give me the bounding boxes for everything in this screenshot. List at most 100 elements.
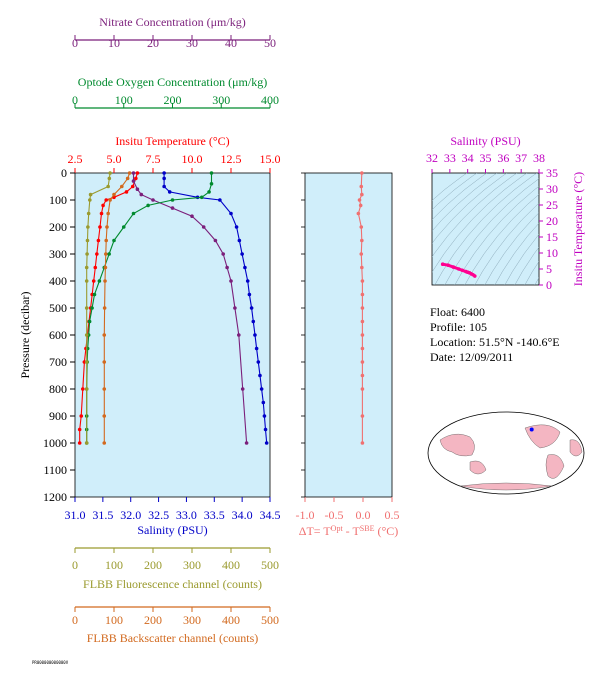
oxygen-point [146, 203, 150, 208]
ts-x-tick-label: 37 [515, 151, 527, 165]
ts-y-tick-label: 5 [546, 262, 552, 276]
delta-point [360, 319, 365, 324]
salinity-point [249, 306, 254, 310]
salinity-tick-label: 32.5 [148, 508, 169, 522]
ts-contour-line [524, 260, 539, 285]
temperature-axis-label: Insitu Temperature (°C) [115, 134, 229, 148]
nitrate-point [139, 192, 144, 197]
delta-point [360, 346, 365, 351]
oxygen-point [170, 198, 175, 202]
nitrate-point [170, 206, 175, 210]
nitrate-point [240, 387, 245, 391]
ts-point [473, 274, 477, 278]
salinity-tick-label: 31.5 [92, 508, 113, 522]
ts-y-tick-label: 15 [546, 230, 558, 244]
oxygen-point [87, 319, 92, 324]
temperature-point [93, 265, 98, 270]
ts-contour-line [534, 276, 539, 285]
ts-y-tick-label: 35 [546, 166, 558, 180]
backscatter-tick-label: 500 [261, 613, 279, 627]
oxygen-point [207, 190, 211, 194]
oxygen-point [121, 225, 126, 229]
salinity-point [218, 198, 222, 202]
fluorescence-tick-label: 300 [183, 558, 201, 572]
delta-point [359, 184, 364, 189]
float-info: Float: 6400 Profile: 105 Location: 51.5°… [430, 305, 560, 365]
salinity-point [243, 265, 247, 270]
delta-point [360, 306, 365, 310]
nitrate-point [135, 187, 140, 191]
backscatter-point [105, 225, 109, 229]
pressure-tick-label: 1200 [43, 490, 67, 504]
backscatter-point [102, 333, 107, 337]
backscatter-tick-label: 0 [72, 613, 78, 627]
main-axes-layer: 2.5 5.0 7.5 10.0 12.5 15.0 Insitu Temperature … [18, 15, 281, 645]
temperature-tick-label: 10.0 [182, 152, 203, 166]
ts-panel-background [431, 172, 540, 286]
delta-point [360, 279, 365, 283]
nitrate-tick-label: 50 [264, 36, 276, 50]
salinity-point [259, 387, 264, 391]
nitrate-tick-label: 30 [186, 36, 198, 50]
delta-axis-label-part: ΔT= T [299, 524, 332, 538]
nitrate-point [233, 306, 237, 310]
ts-layer: 32 33 34 35 36 37 38 Salinity (PSU) 0 5 10 15 20 25 30… [426, 134, 585, 292]
oxygen-point [107, 252, 111, 256]
ts-y-tick-label: 20 [546, 214, 558, 228]
fluorescence-point [85, 252, 89, 256]
delta-point [360, 373, 365, 378]
ts-x-tick-label: 38 [533, 151, 545, 165]
ts-y-tick-label: 0 [546, 278, 552, 292]
fluorescence-series [84, 171, 112, 445]
ts-contour-line [484, 212, 539, 285]
salinity-point [167, 190, 172, 194]
delta-point [360, 441, 365, 445]
delta-axis-label-part: - T [343, 524, 361, 538]
temperature-point [124, 190, 129, 194]
delta-point [360, 265, 364, 270]
pressure-tick-label: 500 [49, 301, 67, 315]
salinity-point [229, 211, 233, 216]
temperature-point [91, 279, 96, 283]
nitrate-series-line [132, 173, 248, 444]
temperature-point [104, 198, 108, 202]
oxygen-point [209, 171, 214, 175]
pressure-tick-label: 100 [49, 193, 67, 207]
delta-tick-label: -0.5 [325, 508, 344, 522]
oxygen-tick-label: 200 [164, 93, 182, 107]
fluorescence-point [84, 387, 89, 391]
temperature-point [130, 184, 135, 189]
ts-x-tick-label: 36 [497, 151, 509, 165]
ts-contour-line [474, 202, 539, 285]
pressure-tick-label: 900 [49, 409, 67, 423]
nitrate-tick-label: 40 [225, 36, 237, 50]
backscatter-point [106, 211, 110, 216]
oxygen-tick-label: 400 [261, 93, 279, 107]
fluorescence-point [86, 225, 90, 229]
ts-point [456, 267, 461, 271]
temperature-point [81, 387, 85, 391]
salinity-tick-label: 33.0 [176, 508, 197, 522]
salinity-point [162, 184, 166, 189]
fluorescence-point [107, 176, 112, 181]
temperature-point [134, 176, 138, 181]
backscatter-point [108, 198, 112, 202]
temperature-point [98, 225, 102, 229]
oxygen-tick-label: 100 [115, 93, 133, 107]
nitrate-tick-label: 10 [108, 36, 120, 50]
backscatter-point [103, 279, 107, 283]
ts-contour-line [494, 222, 539, 285]
nitrate-tick-label: 20 [147, 36, 159, 50]
delta-axis-label-part: (°C) [374, 524, 398, 538]
location: Location: 51.5°N -140.6°E [430, 335, 560, 349]
main-series-layer [77, 171, 269, 445]
salinity-axis: 31.0 31.5 32.0 32.5 33.0 33.5 34.0 34.5 Salinity… [65, 497, 281, 537]
nitrate-point [237, 333, 241, 337]
backscatter-point [112, 192, 116, 197]
backscatter-point [102, 387, 107, 391]
pressure-tick-label: 200 [49, 220, 67, 234]
delta-point [359, 225, 364, 229]
nitrate-point [213, 238, 218, 243]
